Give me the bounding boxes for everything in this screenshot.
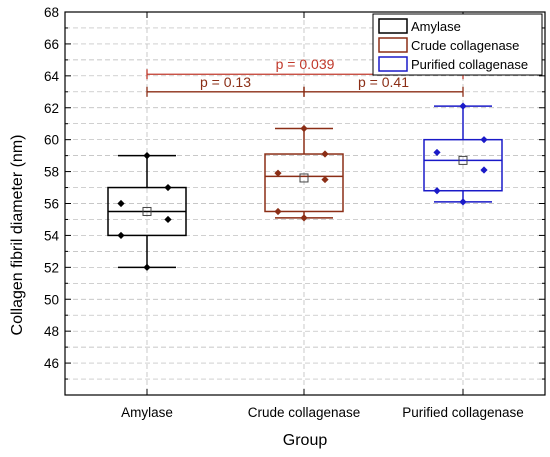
y-tick-label: 52: [44, 260, 59, 275]
y-tick-label: 58: [44, 165, 59, 180]
y-tick-label: 48: [44, 324, 59, 339]
legend-swatch: [378, 18, 408, 34]
legend-swatch: [378, 56, 408, 72]
box-rect: [423, 138, 503, 192]
data-point: [117, 231, 125, 240]
data-point: [321, 150, 329, 158]
data-point: [321, 175, 329, 184]
data-point: [274, 207, 282, 216]
legend: Amylase Crude collagenase Purified collage…: [372, 13, 543, 76]
p-value-label: p = 0.039: [276, 56, 335, 72]
x-tick-label: Amylase: [121, 405, 173, 420]
axes: 46 48 50 52 54 56 58 60 62 64 66 68 Amylase Crude col…: [44, 5, 546, 420]
y-tick-label: 64: [44, 69, 60, 84]
box-series: [107, 102, 503, 271]
mean-marker: [458, 155, 468, 165]
annotation-2: p = 0.41: [303, 74, 464, 97]
data-point: [480, 136, 488, 144]
x-tick-label: Purified collagenase: [402, 405, 524, 420]
data-point: [300, 214, 308, 222]
x-tick-label: Crude collagenase: [248, 405, 361, 420]
mean-marker: [142, 206, 152, 216]
y-tick-label: 68: [44, 5, 59, 20]
legend-label: Crude collagenase: [411, 38, 519, 53]
data-point: [143, 263, 151, 271]
data-point: [300, 124, 308, 133]
legend-label: Amylase: [411, 19, 461, 34]
y-tick-label: 66: [44, 37, 59, 52]
y-tick-label: 46: [44, 356, 59, 371]
y-tick-label: 60: [44, 133, 59, 148]
legend-label: Purified collagenase: [411, 57, 528, 72]
y-tick-label: 54: [44, 228, 60, 243]
box-amylase: [107, 152, 187, 271]
legend-box: [372, 13, 543, 76]
legend-swatch: [378, 37, 408, 53]
y-axis-label: Collagen fibril diameter (nm): [9, 135, 26, 336]
significance-annotations: p = 0.039 p = 0.13 p = 0.41: [146, 56, 464, 97]
mean-marker: [299, 173, 309, 183]
data-point: [274, 169, 282, 177]
data-point: [164, 215, 172, 224]
p-value-label: p = 0.41: [358, 74, 409, 90]
data-point: [459, 198, 467, 206]
box-purified-collagenase: [423, 102, 503, 206]
data-point: [143, 152, 151, 160]
data-point: [480, 166, 488, 174]
box-crude-collagenase: [264, 124, 344, 222]
y-tick-label: 62: [44, 101, 59, 116]
data-point: [459, 102, 467, 110]
data-point: [117, 199, 125, 208]
data-point: [433, 148, 441, 157]
box-rect: [264, 153, 344, 213]
data-point: [164, 183, 172, 192]
annotation-1: p = 0.13: [146, 74, 305, 97]
data-point: [433, 187, 441, 195]
x-axis-label: Group: [283, 432, 328, 449]
y-tick-label: 50: [44, 292, 59, 307]
p-value-label: p = 0.13: [200, 74, 251, 90]
y-tick-label: 56: [44, 197, 59, 212]
